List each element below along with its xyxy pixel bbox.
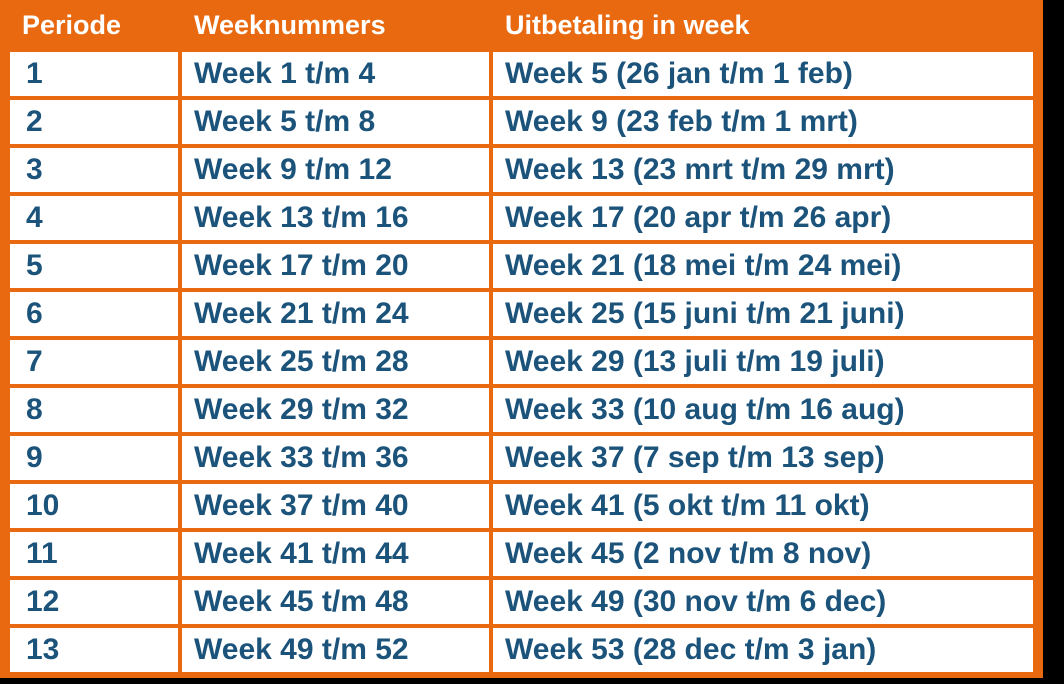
- cell-uitbetaling: Week 41 (5 okt t/m 11 okt): [493, 484, 1033, 528]
- cell-periode: 4: [10, 196, 178, 240]
- cell-uitbetaling: Week 29 (13 juli t/m 19 juli): [493, 340, 1033, 384]
- cell-uitbetaling: Week 17 (20 apr t/m 26 apr): [493, 196, 1033, 240]
- table-row: 2 Week 5 t/m 8 Week 9 (23 feb t/m 1 mrt): [10, 100, 1033, 144]
- cell-uitbetaling: Week 53 (28 dec t/m 3 jan): [493, 628, 1033, 672]
- cell-uitbetaling: Week 25 (15 juni t/m 21 juni): [493, 292, 1033, 336]
- cell-uitbetaling: Week 13 (23 mrt t/m 29 mrt): [493, 148, 1033, 192]
- cell-uitbetaling: Week 5 (26 jan t/m 1 feb): [493, 52, 1033, 96]
- table-row: 7 Week 25 t/m 28 Week 29 (13 juli t/m 19…: [10, 340, 1033, 384]
- cell-periode: 7: [10, 340, 178, 384]
- table-header-row: Periode Weeknummers Uitbetaling in week: [10, 4, 1033, 48]
- cell-weeknummers: Week 1 t/m 4: [182, 52, 489, 96]
- cell-periode: 11: [10, 532, 178, 576]
- table-row: 10 Week 37 t/m 40 Week 41 (5 okt t/m 11 …: [10, 484, 1033, 528]
- payroll-period-table: Periode Weeknummers Uitbetaling in week …: [6, 0, 1037, 676]
- table-row: 4 Week 13 t/m 16 Week 17 (20 apr t/m 26 …: [10, 196, 1033, 240]
- cell-uitbetaling: Week 9 (23 feb t/m 1 mrt): [493, 100, 1033, 144]
- cell-weeknummers: Week 25 t/m 28: [182, 340, 489, 384]
- cell-uitbetaling: Week 21 (18 mei t/m 24 mei): [493, 244, 1033, 288]
- cell-weeknummers: Week 37 t/m 40: [182, 484, 489, 528]
- cell-weeknummers: Week 5 t/m 8: [182, 100, 489, 144]
- cell-periode: 13: [10, 628, 178, 672]
- column-header-weeknummers: Weeknummers: [182, 4, 489, 48]
- table-row: 13 Week 49 t/m 52 Week 53 (28 dec t/m 3 …: [10, 628, 1033, 672]
- table-row: 3 Week 9 t/m 12 Week 13 (23 mrt t/m 29 m…: [10, 148, 1033, 192]
- cell-weeknummers: Week 45 t/m 48: [182, 580, 489, 624]
- cell-uitbetaling: Week 37 (7 sep t/m 13 sep): [493, 436, 1033, 480]
- table-row: 12 Week 45 t/m 48 Week 49 (30 nov t/m 6 …: [10, 580, 1033, 624]
- payroll-period-table-container: Periode Weeknummers Uitbetaling in week …: [0, 0, 1043, 678]
- table-row: 1 Week 1 t/m 4 Week 5 (26 jan t/m 1 feb): [10, 52, 1033, 96]
- table-row: 6 Week 21 t/m 24 Week 25 (15 juni t/m 21…: [10, 292, 1033, 336]
- cell-weeknummers: Week 41 t/m 44: [182, 532, 489, 576]
- cell-uitbetaling: Week 49 (30 nov t/m 6 dec): [493, 580, 1033, 624]
- column-header-uitbetaling: Uitbetaling in week: [493, 4, 1033, 48]
- cell-weeknummers: Week 29 t/m 32: [182, 388, 489, 432]
- cell-weeknummers: Week 21 t/m 24: [182, 292, 489, 336]
- table-row: 9 Week 33 t/m 36 Week 37 (7 sep t/m 13 s…: [10, 436, 1033, 480]
- cell-periode: 5: [10, 244, 178, 288]
- cell-uitbetaling: Week 45 (2 nov t/m 8 nov): [493, 532, 1033, 576]
- table-row: 11 Week 41 t/m 44 Week 45 (2 nov t/m 8 n…: [10, 532, 1033, 576]
- cell-uitbetaling: Week 33 (10 aug t/m 16 aug): [493, 388, 1033, 432]
- cell-periode: 6: [10, 292, 178, 336]
- cell-weeknummers: Week 33 t/m 36: [182, 436, 489, 480]
- cell-weeknummers: Week 49 t/m 52: [182, 628, 489, 672]
- cell-periode: 1: [10, 52, 178, 96]
- cell-weeknummers: Week 17 t/m 20: [182, 244, 489, 288]
- cell-weeknummers: Week 13 t/m 16: [182, 196, 489, 240]
- cell-periode: 9: [10, 436, 178, 480]
- cell-periode: 10: [10, 484, 178, 528]
- cell-weeknummers: Week 9 t/m 12: [182, 148, 489, 192]
- cell-periode: 12: [10, 580, 178, 624]
- cell-periode: 3: [10, 148, 178, 192]
- cell-periode: 2: [10, 100, 178, 144]
- table-row: 5 Week 17 t/m 20 Week 21 (18 mei t/m 24 …: [10, 244, 1033, 288]
- table-row: 8 Week 29 t/m 32 Week 33 (10 aug t/m 16 …: [10, 388, 1033, 432]
- column-header-periode: Periode: [10, 4, 178, 48]
- cell-periode: 8: [10, 388, 178, 432]
